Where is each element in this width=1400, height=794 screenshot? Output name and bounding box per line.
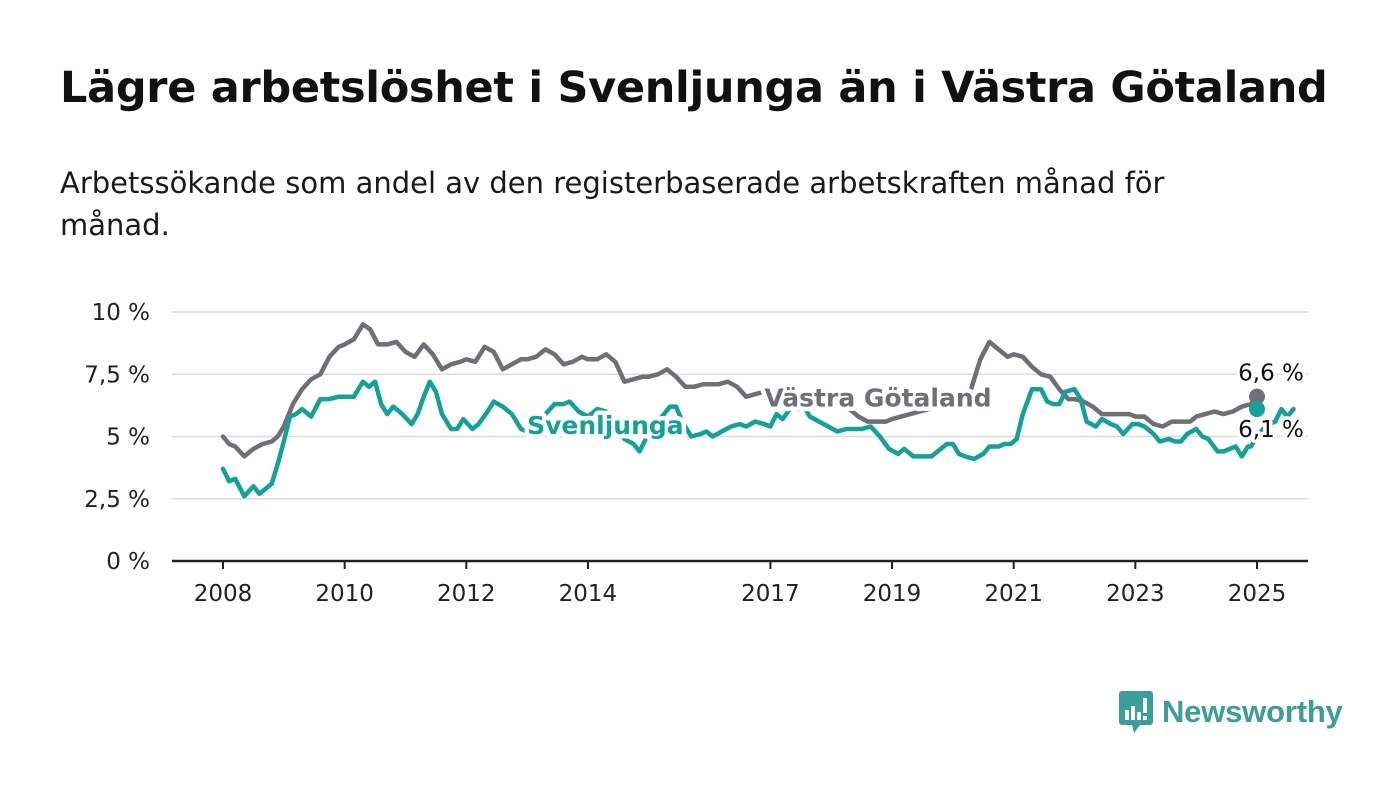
newsworthy-chart-icon bbox=[1119, 691, 1153, 733]
x-tick-label: 2010 bbox=[315, 581, 374, 607]
x-tick-label: 2019 bbox=[863, 581, 922, 607]
series-label: Svenljunga bbox=[527, 411, 684, 440]
gridlines bbox=[172, 311, 1308, 563]
x-axis-ticks: 2008 2010 2012 2014 2017 2019 2021 2023 2025 bbox=[194, 561, 1287, 607]
end-marker bbox=[1249, 401, 1265, 418]
x-tick-label: 2025 bbox=[1228, 581, 1287, 607]
y-tick-label: 0 % bbox=[106, 549, 150, 575]
series-lines bbox=[220, 322, 1296, 499]
logo-text: Newsworthy bbox=[1162, 694, 1343, 729]
end-value-halo: 6,6 % bbox=[1238, 361, 1304, 387]
series-line-svenljunga bbox=[220, 379, 1296, 499]
x-tick-label: 2008 bbox=[194, 581, 253, 607]
end-marker bbox=[1249, 388, 1265, 405]
y-tick-label: 7,5 % bbox=[84, 362, 150, 388]
end-value-halo: 6,1 % bbox=[1238, 417, 1304, 443]
series-label: Västra Götaland bbox=[764, 384, 991, 413]
y-axis-ticks: 0 % 2,5 % 5 % 7,5 % 10 % bbox=[84, 300, 150, 575]
series-line-vastra-gotaland bbox=[220, 322, 1260, 459]
y-tick-label: 2,5 % bbox=[84, 487, 150, 513]
x-tick-label: 2017 bbox=[741, 581, 800, 607]
chart-subtitle: Arbetssökande som andel av den registerb… bbox=[60, 166, 1165, 242]
series-label-halo: Svenljunga bbox=[527, 411, 684, 440]
end-value-label: 6,1 % bbox=[1238, 417, 1304, 443]
y-tick-label: 10 % bbox=[92, 300, 150, 326]
newsworthy-logo: Newsworthy bbox=[1118, 690, 1343, 734]
x-tick-label: 2021 bbox=[984, 581, 1043, 607]
chart-title: Lägre arbetslöshet i Svenljunga än i Väs… bbox=[60, 63, 1328, 113]
x-tick-label: 2014 bbox=[559, 581, 618, 607]
x-tick-label: 2012 bbox=[437, 581, 496, 607]
end-value-label: 6,6 % bbox=[1238, 361, 1304, 387]
series-label-halo: Västra Götaland bbox=[764, 384, 991, 413]
x-tick-label: 2023 bbox=[1106, 581, 1165, 607]
y-tick-label: 5 % bbox=[106, 425, 150, 451]
